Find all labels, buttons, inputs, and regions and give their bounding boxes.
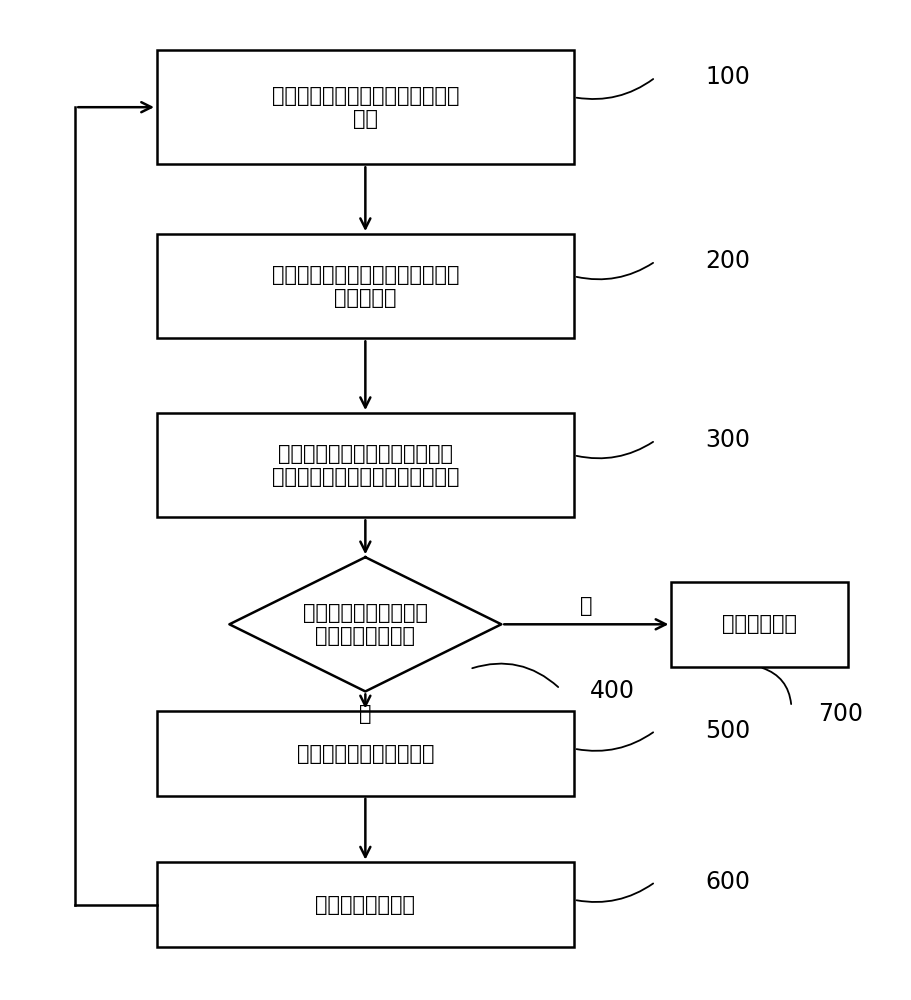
Text: 100: 100 xyxy=(704,65,750,89)
Text: 300: 300 xyxy=(704,428,750,452)
FancyBboxPatch shape xyxy=(157,862,573,947)
FancyBboxPatch shape xyxy=(157,413,573,517)
Text: 对异常纹路进行量化分析: 对异常纹路进行量化分析 xyxy=(296,744,434,764)
Text: 调整相关机械状态: 调整相关机械状态 xyxy=(315,895,415,915)
FancyBboxPatch shape xyxy=(157,50,573,164)
Text: 200: 200 xyxy=(704,249,750,273)
Text: 实际加工验证: 实际加工验证 xyxy=(722,614,796,634)
Text: 对负载数据进行处理，分别生成
各运动单元的负载可视化数据图形: 对负载数据进行处理，分别生成 各运动单元的负载可视化数据图形 xyxy=(271,444,458,487)
Text: 否: 否 xyxy=(579,596,592,616)
Text: 启动数控机床进行工件加工路径空
跑合: 启动数控机床进行工件加工路径空 跑合 xyxy=(271,86,458,129)
FancyBboxPatch shape xyxy=(670,582,847,667)
Text: 是: 是 xyxy=(359,704,371,724)
Text: 对各驱动电机的实际负载进行数据
提取和采集: 对各驱动电机的实际负载进行数据 提取和采集 xyxy=(271,265,458,308)
Text: 各负载可视化数据图形
是否存在异常纹路: 各负载可视化数据图形 是否存在异常纹路 xyxy=(302,603,427,646)
Text: 400: 400 xyxy=(589,679,634,703)
Text: 500: 500 xyxy=(704,719,750,743)
Text: 700: 700 xyxy=(818,702,863,726)
FancyBboxPatch shape xyxy=(157,711,573,796)
Text: 600: 600 xyxy=(704,870,750,894)
FancyBboxPatch shape xyxy=(157,234,573,338)
